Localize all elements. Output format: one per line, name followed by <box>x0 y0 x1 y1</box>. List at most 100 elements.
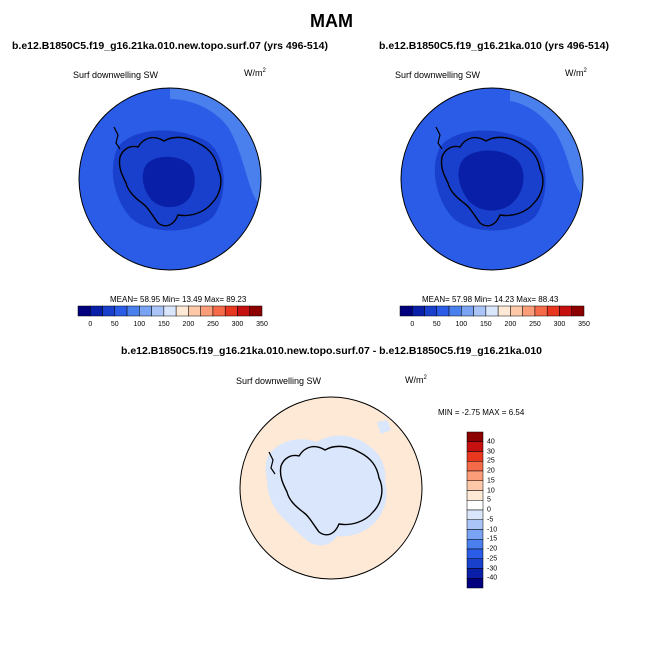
panel-1-colorbar-swatch <box>200 305 214 317</box>
panel-1-south-america-tip <box>113 126 121 150</box>
panel-2-colorbar-swatch <box>559 305 572 317</box>
panel-1-tick: 150 <box>158 321 170 328</box>
panel-2-antarctica-coast <box>440 136 544 227</box>
diff-colorbar-swatch <box>466 470 484 481</box>
panel-2-south-america-tip <box>435 126 443 150</box>
panel-2-colorbar-swatch <box>534 305 548 317</box>
panel-2-tick: 50 <box>432 321 441 328</box>
panel-2-tick: 350 <box>578 321 590 328</box>
diff-tick: 10 <box>487 487 495 494</box>
diff-colorbar-swatch <box>466 548 484 559</box>
panel-2-tick: 100 <box>455 321 468 328</box>
diff-colorbar-swatch <box>466 519 484 530</box>
panel-2-polar-map <box>400 87 584 271</box>
diff-tick: -15 <box>487 535 498 543</box>
panel-2-tick: 250 <box>529 321 541 328</box>
panel-2-stats: MEAN= 57.98 Min= 14.23 Max= 88.43 <box>422 295 559 304</box>
panel-1-tick: 0 <box>88 321 93 328</box>
panel-1-colorbar-swatch <box>163 305 177 317</box>
panel-2-colorbar-swatch <box>497 305 511 317</box>
diff-tick: -20 <box>487 545 498 553</box>
panel-1-tick: 350 <box>256 321 268 328</box>
panel-1-colorbar-swatch <box>212 305 226 317</box>
panel-1-colorbar-swatch <box>175 305 189 317</box>
panel-2-colorbar-swatch <box>546 305 560 317</box>
diff-colorbar-swatch <box>466 451 484 462</box>
diff-tick: 0 <box>487 506 491 514</box>
diff-polar-map <box>239 396 423 580</box>
panel-1-colorbar-swatch <box>151 305 165 317</box>
panel-2-colorbar-swatch <box>412 305 425 317</box>
panel-1-colorbar-swatch <box>249 305 263 317</box>
panel-2-colorbar-swatch <box>448 305 462 317</box>
panel-2-colorbar-swatch <box>473 305 487 317</box>
diff-tick: 15 <box>487 477 495 485</box>
panel-1-variable-label: Surf downwelling SW <box>73 70 159 80</box>
panel-2-variable-label: Surf downwelling SW <box>395 70 481 80</box>
panel-2-colorbar-swatch <box>522 305 536 317</box>
panel-1-colorbar-swatch <box>114 305 128 317</box>
panel-2-colorbar-swatch <box>399 305 413 317</box>
diff-colorbar-ticks: 40 30 25 20 15 10 5 0 -5 -10 -15 -20 -25… <box>487 432 511 588</box>
panel-1-colorbar-swatch <box>237 305 250 317</box>
panel-2-tick: 300 <box>553 321 566 328</box>
diff-colorbar-swatch <box>466 529 484 540</box>
diff-tick: -25 <box>487 555 498 563</box>
panel-2-tick: 0 <box>410 321 415 328</box>
panel-2-colorbar <box>399 305 585 317</box>
panel-1-tick: 200 <box>182 321 195 328</box>
panel-2-colorbar-swatch <box>424 305 438 317</box>
panel-1-tick: 300 <box>231 321 244 328</box>
diff-tick: -40 <box>487 574 498 582</box>
panel-2-case-title: b.e12.B1850C5.f19_g16.21ka.010 (yrs 496-… <box>379 40 609 52</box>
panel-1-tick: 50 <box>110 321 119 328</box>
diff-colorbar-swatch <box>466 490 484 501</box>
diff-variable-label: Surf downwelling SW <box>236 376 322 386</box>
panel-1-colorbar-swatch <box>188 305 201 317</box>
diff-units-label: W/m2 <box>405 375 427 385</box>
diff-colorbar-swatch <box>466 539 484 550</box>
diff-colorbar-swatch <box>466 431 484 442</box>
panel-2-colorbar-swatch <box>436 305 450 317</box>
diff-colorbar-swatch <box>466 509 484 520</box>
panel-2-colorbar-swatch <box>571 305 585 317</box>
diff-case-title: b.e12.B1850C5.f19_g16.21ka.010.new.topo.… <box>120 345 543 357</box>
panel-2-units-label: W/m2 <box>565 68 587 78</box>
diff-tick: -30 <box>487 565 498 572</box>
diff-colorbar-swatch <box>466 461 484 472</box>
panel-1-colorbar-swatch <box>90 305 103 317</box>
diff-tick: 5 <box>487 496 491 504</box>
diff-tick: 25 <box>487 457 495 465</box>
panel-1-antarctica-coast <box>118 136 222 227</box>
panel-1-tick: 250 <box>207 321 219 328</box>
diff-colorbar <box>466 431 484 589</box>
diff-colorbar-swatch <box>466 480 484 491</box>
panel-1-colorbar-swatch <box>102 305 116 317</box>
panel-1-colorbar <box>77 305 263 317</box>
panel-2-tick: 150 <box>480 321 492 328</box>
diff-colorbar-swatch <box>466 568 484 579</box>
panel-1-units-label: W/m2 <box>244 68 266 78</box>
diff-tick: -5 <box>487 516 494 524</box>
diff-colorbar-swatch <box>466 500 484 511</box>
panel-1-tick: 100 <box>133 321 146 328</box>
panel-1-colorbar-swatch <box>139 305 152 317</box>
panel-2-region-polar-core <box>458 150 524 211</box>
panel-1-region-polar-core <box>142 156 195 208</box>
panel-1-stats: MEAN= 58.95 Min= 13.49 Max= 89.23 <box>110 295 247 304</box>
panel-1-polar-map <box>78 87 262 271</box>
diff-colorbar-swatch <box>466 578 484 589</box>
diff-stats: MIN = -2.75 MAX = 6.54 <box>438 408 525 417</box>
panel-1-colorbar-swatch <box>77 305 91 317</box>
panel-2-colorbar-swatch <box>485 305 499 317</box>
diff-tick: -10 <box>487 526 498 533</box>
panel-1-colorbar-ticks: 0 50 100 150 200 250 300 350 <box>78 321 268 331</box>
diff-region-negative <box>265 435 387 546</box>
diff-region-negative-patch <box>377 420 391 434</box>
diff-colorbar-swatch <box>466 441 484 452</box>
panel-1-colorbar-swatch <box>224 305 238 317</box>
diff-south-america-tip <box>268 451 276 475</box>
panel-2-colorbar-ticks: 0 50 100 150 200 250 300 350 <box>400 321 590 331</box>
panel-2-colorbar-swatch <box>510 305 523 317</box>
diff-tick: 40 <box>487 438 495 446</box>
